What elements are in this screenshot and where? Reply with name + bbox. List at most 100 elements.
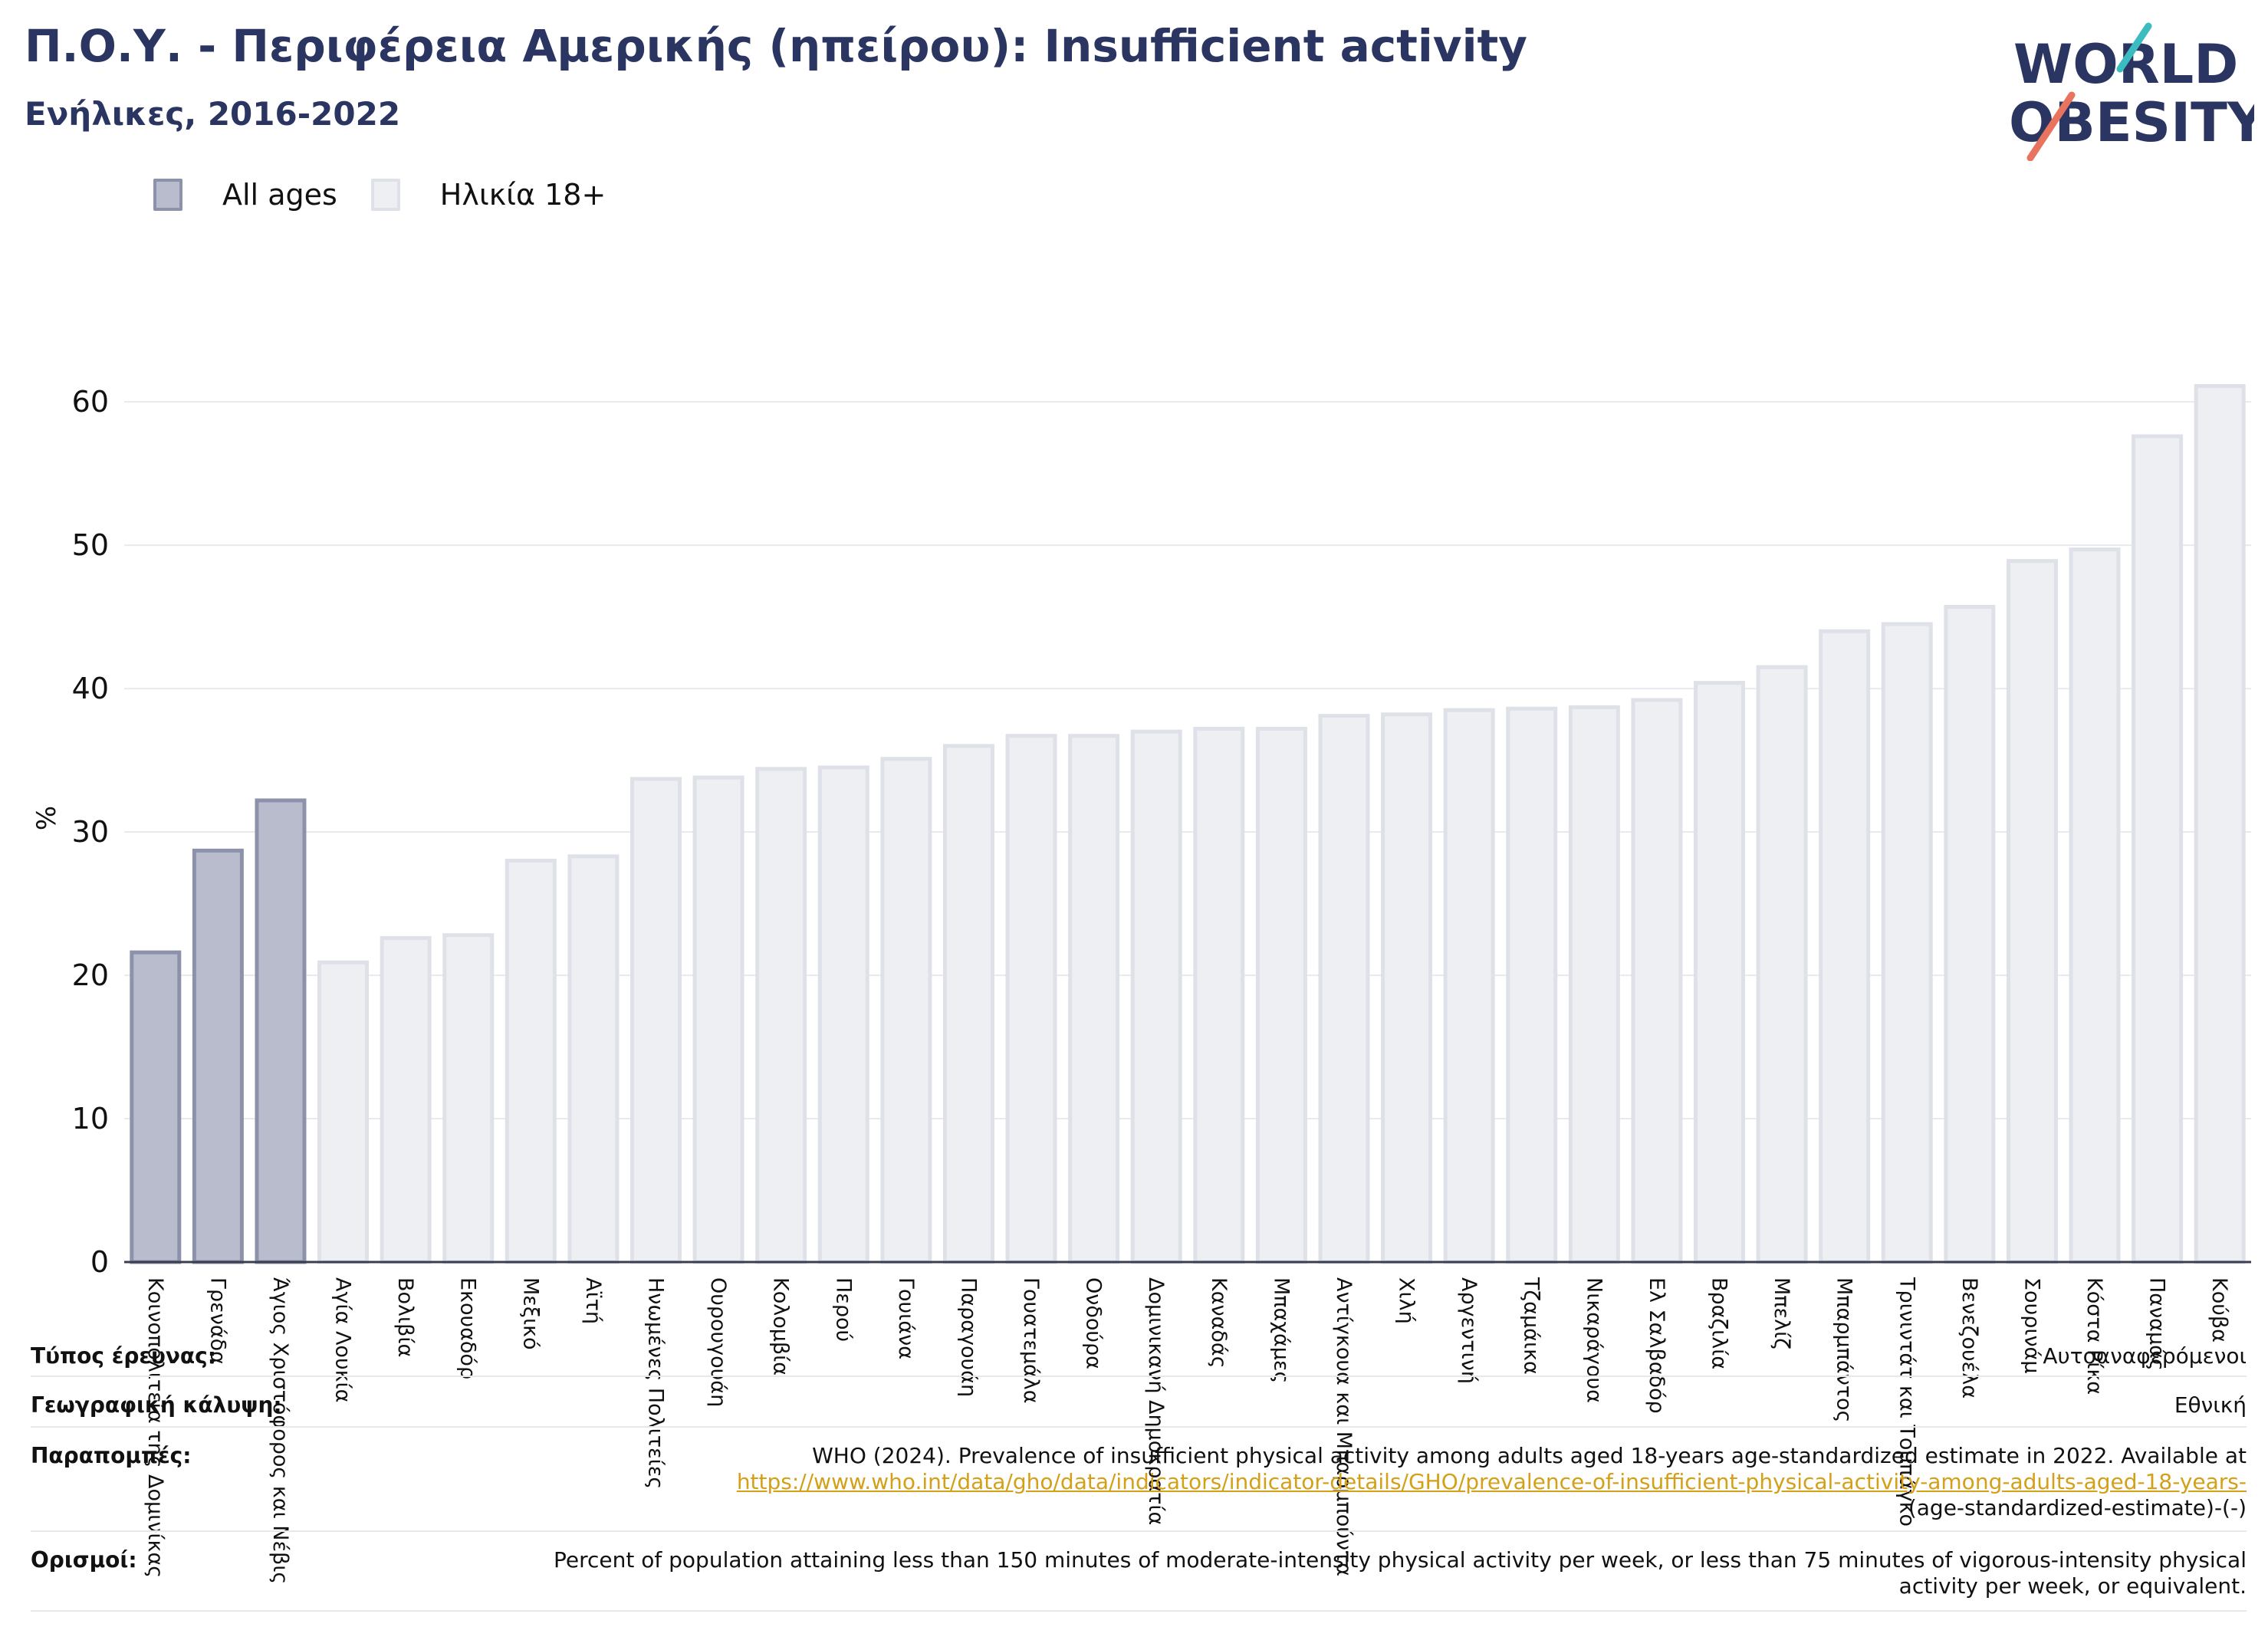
y-tick-label: 60 xyxy=(72,385,109,419)
meta-row-references: Παραπομπές: WHO (2024). Prevalence of in… xyxy=(31,1428,2247,1532)
bar xyxy=(1318,714,1370,1264)
x-tick-label: Κολομβία xyxy=(769,1277,793,1376)
y-tick-label: 10 xyxy=(72,1102,109,1136)
x-tick-label: Μπαχάμες xyxy=(1269,1277,1293,1383)
bar xyxy=(817,765,869,1264)
bar xyxy=(1068,734,1120,1264)
reference-link-tail[interactable]: (age-standardized-estimate)-(-) xyxy=(1908,1495,2247,1520)
meta-label-definitions: Ορισμοί: xyxy=(31,1547,137,1573)
x-tick-label: Αγία Λουκία xyxy=(331,1277,355,1402)
bar xyxy=(1819,629,1871,1264)
y-tick-label: 40 xyxy=(72,672,109,705)
x-tick-label: Δομινικανή Δημοκρατία xyxy=(1144,1277,1168,1525)
meta-label-references: Παραπομπές: xyxy=(31,1443,192,1468)
legend-item-adults[interactable]: Ηλικία 18+ xyxy=(370,178,606,212)
bar xyxy=(2006,559,2058,1264)
x-tick-label: Κούβα xyxy=(2207,1277,2231,1343)
meta-value-references: WHO (2024). Prevalence of insufficient p… xyxy=(737,1428,2247,1530)
x-tick-label: Τρινιντάτ και Τομπάγκο xyxy=(1895,1277,1918,1527)
bar xyxy=(1693,681,1746,1264)
x-tick-label: Γουατεμάλα xyxy=(1019,1277,1043,1404)
x-tick-label: Αϊτή xyxy=(581,1277,605,1324)
meta-value-definitions: Percent of population attaining less tha… xyxy=(554,1547,2247,1599)
chart-title: Π.Ο.Υ. - Περιφέρεια Αμερικής (ηπείρου): … xyxy=(25,20,1527,72)
x-tick-label: Εκουαδόρ xyxy=(456,1277,480,1379)
meta-label-coverage: Γεωγραφική κάλυψη: xyxy=(31,1392,282,1418)
x-tick-label: Μπαρμπάντος xyxy=(1832,1277,1856,1422)
x-tick-label: Περού xyxy=(831,1277,855,1342)
bar xyxy=(2069,547,2121,1264)
x-tick-label: Ηνωμένες Πολιτείες xyxy=(644,1277,668,1489)
bar xyxy=(380,935,432,1264)
x-tick-label: Νικαράγουα xyxy=(1582,1277,1606,1403)
x-tick-label: Σουρινάμ xyxy=(2020,1277,2043,1374)
bar xyxy=(1381,712,1433,1264)
metadata-table: Τύπος έρευνας: Αυτοαναφερόμενοι Γεωγραφι… xyxy=(31,1328,2247,1612)
y-tick-label: 20 xyxy=(72,958,109,992)
bar xyxy=(1756,665,1808,1264)
legend-swatch-all-ages xyxy=(153,179,182,211)
x-tick-label: Βενεζουέλα xyxy=(1957,1277,1981,1399)
bar xyxy=(1443,708,1495,1264)
meta-value-survey-type: Αυτοαναφερόμενοι xyxy=(2043,1343,2247,1369)
bar xyxy=(1568,705,1620,1264)
y-axis-label: % xyxy=(31,806,62,830)
meta-value-coverage: Εθνική xyxy=(2174,1392,2247,1418)
bar xyxy=(1944,604,1996,1264)
x-tick-label: Βραζιλία xyxy=(1708,1277,1731,1369)
bar xyxy=(880,757,932,1264)
x-tick-label: Παραγουάη xyxy=(956,1277,980,1397)
logo-slash-coral xyxy=(2026,91,2076,161)
bar xyxy=(1631,698,1683,1264)
bar xyxy=(2194,384,2246,1264)
reference-link[interactable]: https://www.who.int/data/gho/data/indica… xyxy=(736,1469,2247,1494)
x-tick-label: Γουιάνα xyxy=(894,1277,918,1359)
x-tick-label: Κοινοπολιτεία της Δομινίκας xyxy=(143,1277,167,1578)
bar xyxy=(629,777,682,1264)
world-obesity-logo: WORLD OBESITY xyxy=(2009,22,2254,161)
y-tick-label: 0 xyxy=(90,1245,109,1279)
x-tick-label: Άγιος Χριστόφορος και Νέβις xyxy=(268,1277,292,1584)
bar xyxy=(1255,726,1307,1264)
bar xyxy=(130,950,182,1264)
x-tick-label: Τζαμάικα xyxy=(1520,1277,1543,1375)
meta-row-coverage: Γεωγραφική κάλυψη: Εθνική xyxy=(31,1377,2247,1428)
reference-text: WHO (2024). Prevalence of insufficient p… xyxy=(812,1443,2247,1468)
legend-item-all-ages[interactable]: All ages xyxy=(153,178,337,212)
bar xyxy=(755,767,807,1264)
bar xyxy=(1506,706,1558,1264)
meta-row-definitions: Ορισμοί: Percent of population attaining… xyxy=(31,1532,2247,1612)
x-tick-label: Μεξικό xyxy=(518,1277,542,1350)
bar xyxy=(317,960,370,1264)
bar xyxy=(567,854,620,1264)
bar xyxy=(192,848,244,1264)
legend-label-adults: Ηλικία 18+ xyxy=(439,178,606,212)
x-tick-label: Καναδάς xyxy=(1207,1277,1231,1369)
bar xyxy=(1193,726,1245,1264)
legend-label-all-ages: All ages xyxy=(222,178,337,212)
x-tick-label: Βολιβία xyxy=(393,1277,417,1357)
x-tick-label: Ελ Σαλβαδόρ xyxy=(1645,1277,1668,1414)
bar xyxy=(1130,729,1182,1264)
bar xyxy=(1005,734,1057,1264)
legend-swatch-adults xyxy=(370,179,400,211)
bar xyxy=(1881,622,1933,1264)
bar xyxy=(692,775,744,1264)
meta-row-survey-type: Τύπος έρευνας: Αυτοαναφερόμενοι xyxy=(31,1328,2247,1377)
x-tick-label: Ουρουγουάη xyxy=(706,1277,730,1407)
x-tick-label: Παναμάς xyxy=(2145,1277,2169,1371)
bar xyxy=(2132,434,2184,1264)
x-tick-label: Αργεντινή xyxy=(1457,1277,1481,1384)
bar xyxy=(255,798,307,1264)
y-tick-label: 50 xyxy=(72,528,109,562)
x-tick-label: Χιλή xyxy=(1395,1277,1418,1324)
bar xyxy=(505,858,557,1264)
chart-subtitle: Ενήλικες, 2016-2022 xyxy=(25,95,401,133)
bar xyxy=(942,744,994,1264)
x-tick-label: Μπελίζ xyxy=(1770,1277,1793,1349)
x-tick-label: Ονδούρα xyxy=(1082,1277,1106,1369)
y-tick-label: 30 xyxy=(72,815,109,849)
x-tick-label: Κόστα Ρίκα xyxy=(2082,1277,2106,1395)
chart-legend: All ages Ηλικία 18+ xyxy=(153,178,639,212)
